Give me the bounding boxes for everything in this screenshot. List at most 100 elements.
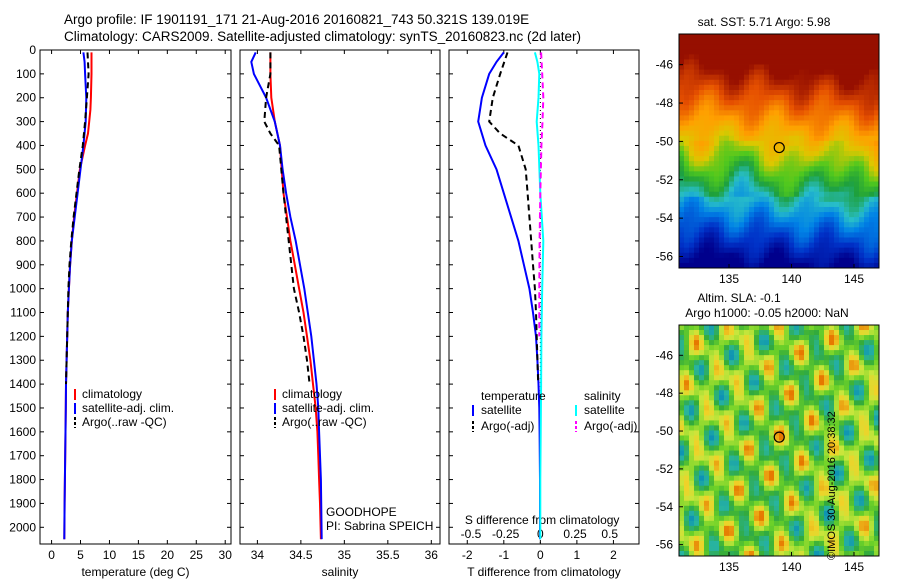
- heatmap-cell-sla: [834, 390, 840, 396]
- heatmap-cell-sla: [854, 530, 860, 537]
- heatmap-cell-sst: [809, 156, 815, 162]
- heatmap-cell-sst: [749, 206, 755, 213]
- heatmap-cell-sla: [819, 470, 825, 477]
- heatmap-cell-sla: [824, 375, 830, 381]
- heatmap-cell-sla: [834, 485, 840, 492]
- heatmap-cell-sst: [849, 95, 855, 101]
- heatmap-cell-sla: [814, 505, 820, 512]
- heatmap-cell-sst: [854, 34, 860, 40]
- heatmap-cell-sst: [734, 201, 740, 208]
- heatmap-cell-sla: [859, 490, 865, 497]
- heatmap-cell-sla: [704, 365, 710, 371]
- heatmap-cell-sla: [724, 540, 730, 547]
- heatmap-cell-sla: [749, 520, 755, 527]
- heatmap-cell-sla: [689, 350, 695, 356]
- heatmap-cell-sla: [694, 365, 700, 371]
- heatmap-cell-sla: [849, 450, 855, 456]
- heatmap-cell-sst: [744, 105, 750, 111]
- heatmap-cell-sla: [824, 505, 830, 512]
- legend-label-temperature: climatology: [82, 387, 142, 401]
- heatmap-cell-sla: [759, 495, 765, 502]
- heatmap-cell-sla: [754, 380, 760, 386]
- heatmap-cell-sla: [739, 400, 745, 406]
- heatmap-cell-sla: [724, 405, 730, 411]
- heatmap-cell-sst: [849, 79, 855, 86]
- heatmap-cell-sst: [874, 196, 880, 203]
- heatmap-cell-sst: [694, 39, 700, 45]
- heatmap-cell-sla: [864, 480, 870, 487]
- heatmap-cell-sst: [699, 201, 705, 208]
- heatmap-cell-sla: [744, 490, 750, 497]
- heatmap-cell-sla: [774, 480, 780, 487]
- heatmap-cell-sla: [799, 365, 805, 371]
- heatmap-cell-sst: [734, 44, 740, 50]
- heatmap-cell-sla: [804, 500, 810, 507]
- heatmap-cell-sst: [689, 176, 695, 182]
- heatmap-cell-sla: [779, 490, 785, 497]
- heatmap-cell-sla: [709, 460, 715, 467]
- heatmap-cell-sla: [729, 500, 735, 507]
- heatmap-cell-sla: [819, 500, 825, 507]
- heatmap-cell-sst: [839, 145, 845, 152]
- heatmap-cell-sla: [789, 470, 795, 477]
- heatmap-cell-sst: [749, 125, 755, 132]
- heatmap-cell-sst: [754, 49, 760, 55]
- y-tick-label: 2000: [9, 520, 36, 534]
- heatmap-cell-sst: [769, 84, 775, 91]
- heatmap-cell-sst: [809, 176, 815, 182]
- heatmap-cell-sst: [704, 161, 710, 167]
- heatmap-cell-sst: [764, 125, 770, 132]
- heatmap-cell-sst: [864, 125, 870, 132]
- heatmap-cell-sst: [769, 186, 775, 193]
- heatmap-cell-sla: [814, 485, 820, 492]
- heatmap-cell-sla: [814, 490, 820, 497]
- heatmap-cell-sla: [844, 510, 850, 517]
- heatmap-cell-sst: [709, 212, 715, 218]
- heatmap-cell-sla: [849, 460, 855, 467]
- heatmap-cell-sst: [694, 34, 700, 40]
- heatmap-cell-sla: [829, 380, 835, 386]
- heatmap-cell-sst: [759, 242, 765, 249]
- heatmap-cell-sst: [719, 222, 725, 228]
- heatmap-cell-sst: [679, 64, 685, 71]
- x2-tick-label: 0.5: [601, 527, 618, 541]
- heatmap-cell-sst: [749, 262, 755, 269]
- heatmap-cell-sla: [689, 490, 695, 497]
- heatmap-cell-sla: [689, 370, 695, 376]
- heatmap-cell-sst: [704, 176, 710, 182]
- heatmap-cell-sla: [854, 525, 860, 532]
- heatmap-cell-sla: [794, 420, 800, 426]
- heatmap-cell-sla: [709, 415, 715, 421]
- heatmap-cell-sla: [844, 380, 850, 386]
- heatmap-cell-sst: [714, 44, 720, 50]
- heatmap-cell-sla: [749, 420, 755, 426]
- heatmap-cell-sst: [719, 186, 725, 193]
- heatmap-cell-sst: [824, 242, 830, 249]
- heatmap-cell-sst: [764, 84, 770, 91]
- heatmap-cell-sst: [729, 39, 735, 45]
- heatmap-cell-sla: [744, 550, 750, 557]
- heatmap-cell-sla: [829, 475, 835, 482]
- heatmap-cell-sst: [844, 262, 850, 269]
- heatmap-cell-sst: [869, 217, 875, 223]
- heatmap-cell-sla: [709, 435, 715, 441]
- heatmap-cell-sst: [864, 130, 870, 137]
- heatmap-cell-sla: [724, 430, 730, 436]
- heatmap-cell-sst: [794, 206, 800, 213]
- heatmap-cell-sst: [719, 262, 725, 269]
- heatmap-cell-sst: [754, 206, 760, 213]
- heatmap-cell-sla: [709, 525, 715, 532]
- heatmap-cell-sla: [864, 380, 870, 386]
- heatmap-cell-sst: [759, 110, 765, 116]
- heatmap-cell-sla: [869, 345, 875, 351]
- heatmap-cell-sla: [769, 375, 775, 381]
- heatmap-cell-sla: [824, 325, 830, 331]
- heatmap-cell-sla: [769, 395, 775, 401]
- heatmap-cell-sla: [714, 500, 720, 507]
- heatmap-cell-sst: [694, 44, 700, 50]
- heatmap-cell-sst: [739, 262, 745, 269]
- heatmap-cell-sst: [844, 151, 850, 157]
- heatmap-cell-sst: [754, 64, 760, 71]
- heatmap-cell-sst: [799, 120, 805, 126]
- heatmap-cell-sst: [789, 222, 795, 228]
